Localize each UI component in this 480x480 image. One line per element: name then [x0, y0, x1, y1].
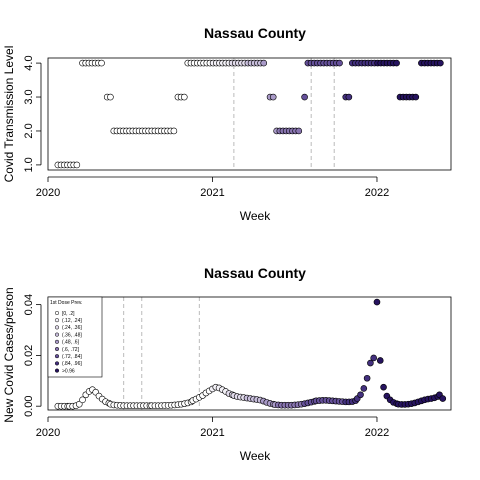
- legend-marker-7: [54, 361, 60, 366]
- legend-label-4: (.48, .6]: [62, 340, 80, 346]
- chart1-title: Nassau County: [204, 25, 306, 41]
- chart1-point-73: [295, 127, 303, 135]
- chart1-point-115: [437, 59, 444, 67]
- chart2-ylabel: New Covid Cases/person: [2, 287, 16, 422]
- legend-marker-2: [54, 325, 60, 330]
- chart2-point-96: [357, 391, 364, 399]
- chart2-x-tick-label-2: 2022: [365, 427, 389, 439]
- chart2-point-102: [376, 357, 384, 364]
- chart1-point-85: [336, 59, 343, 67]
- chart1-x-tick-label-2: 2022: [365, 187, 389, 199]
- chart2-point-122: [439, 395, 447, 402]
- legend-marker-0: [54, 310, 60, 316]
- chart1-point-74: [301, 93, 308, 101]
- chart2-point-101: [373, 298, 381, 306]
- chart1-point-108: [412, 93, 420, 101]
- chart1-x-tick-label-1: 2021: [200, 187, 224, 199]
- legend-items: [0, .2](.12, .24](.24, .36](.36, .48] (.4…: [54, 310, 82, 374]
- chart2-points: [54, 298, 447, 410]
- chart1-point-13: [98, 59, 105, 67]
- legend-label-5: (.6, .72]: [62, 347, 80, 353]
- legend-label-1: (.12, .24]: [62, 318, 82, 324]
- chart1-point-6: [73, 161, 81, 169]
- chart2-point-7: [75, 400, 83, 408]
- chart2-point-99: [367, 359, 374, 367]
- chart1-plot-frame: [47, 57, 452, 171]
- legend-label-3: (.36, .48]: [62, 332, 82, 338]
- panel-new-cases: Nassau County Week New Covid Cases/perso…: [2, 265, 452, 463]
- legend-label-0: [0, .2]: [62, 311, 75, 317]
- legend-label-6: (.72, .84]: [62, 354, 82, 360]
- chart1-y-axis: 1.0 2.0 3.0 4.0: [23, 55, 42, 173]
- chart1-y-tick-label-1: 2.0: [23, 123, 35, 138]
- chart2-x-tick-label-1: 2021: [200, 427, 224, 439]
- panel-transmission-level: Nassau County Week Covid Transmission Le…: [2, 25, 452, 223]
- chart1-reference-lines: [233, 58, 335, 170]
- chart1-point-35: [170, 127, 178, 135]
- chart1-x-axis: 2020 2021 2022: [36, 176, 389, 199]
- chart1-points: [54, 59, 444, 169]
- legend-marker-8: [54, 368, 60, 373]
- chart1-ylabel: Covid Transmission Level: [2, 46, 16, 183]
- chart2-point-97: [360, 385, 368, 392]
- legend-marker-3: [54, 332, 60, 337]
- chart2-reference-lines: [123, 297, 200, 410]
- chart1-y-tick-label-3: 4.0: [23, 55, 35, 70]
- chart2-title: Nassau County: [204, 265, 306, 281]
- chart2-x-axis: 2020 2021 2022: [36, 416, 389, 439]
- chart1-point-65: [269, 93, 277, 101]
- chart1-point-38: [180, 93, 188, 101]
- chart1-xlabel: Week: [240, 209, 271, 223]
- chart1-point-87: [345, 93, 353, 101]
- chart1-point-102: [393, 59, 400, 67]
- legend-title: 1st Dose Prev.: [50, 300, 82, 306]
- chart2-point-98: [363, 374, 371, 382]
- chart2-y-tick-label-1: 0.02: [23, 345, 35, 366]
- chart2-y-tick-label-0: 0.00: [23, 395, 35, 416]
- chart1-y-tick-label-2: 3.0: [23, 89, 35, 104]
- chart2-point-103: [380, 383, 387, 391]
- legend-marker-4: [54, 339, 60, 344]
- legend-label-8: >0.96: [62, 368, 75, 374]
- chart1-point-63: [260, 59, 268, 67]
- chart1-point-15: [107, 93, 114, 101]
- legend-marker-5: [54, 346, 60, 352]
- chart2-point-100: [370, 354, 377, 362]
- chart2-y-axis: 0.00 0.02 0.04: [23, 294, 42, 417]
- chart2-xlabel: Week: [240, 449, 271, 463]
- chart1-x-tick-label-0: 2020: [36, 187, 60, 199]
- chart2-point-8: [79, 396, 86, 404]
- chart2-legend: 1st Dose Prev. [0, .2](.12, .24](.24, .3…: [47, 296, 103, 378]
- legend-marker-6: [54, 354, 60, 359]
- legend-marker-1: [54, 318, 60, 323]
- chart2-y-tick-label-2: 0.04: [23, 294, 35, 315]
- chart1-y-tick-label-0: 1.0: [23, 157, 35, 172]
- legend-label-7: (.84, .96]: [62, 361, 82, 367]
- chart2-x-tick-label-0: 2020: [36, 427, 60, 439]
- legend-label-2: (.24, .36]: [62, 325, 82, 331]
